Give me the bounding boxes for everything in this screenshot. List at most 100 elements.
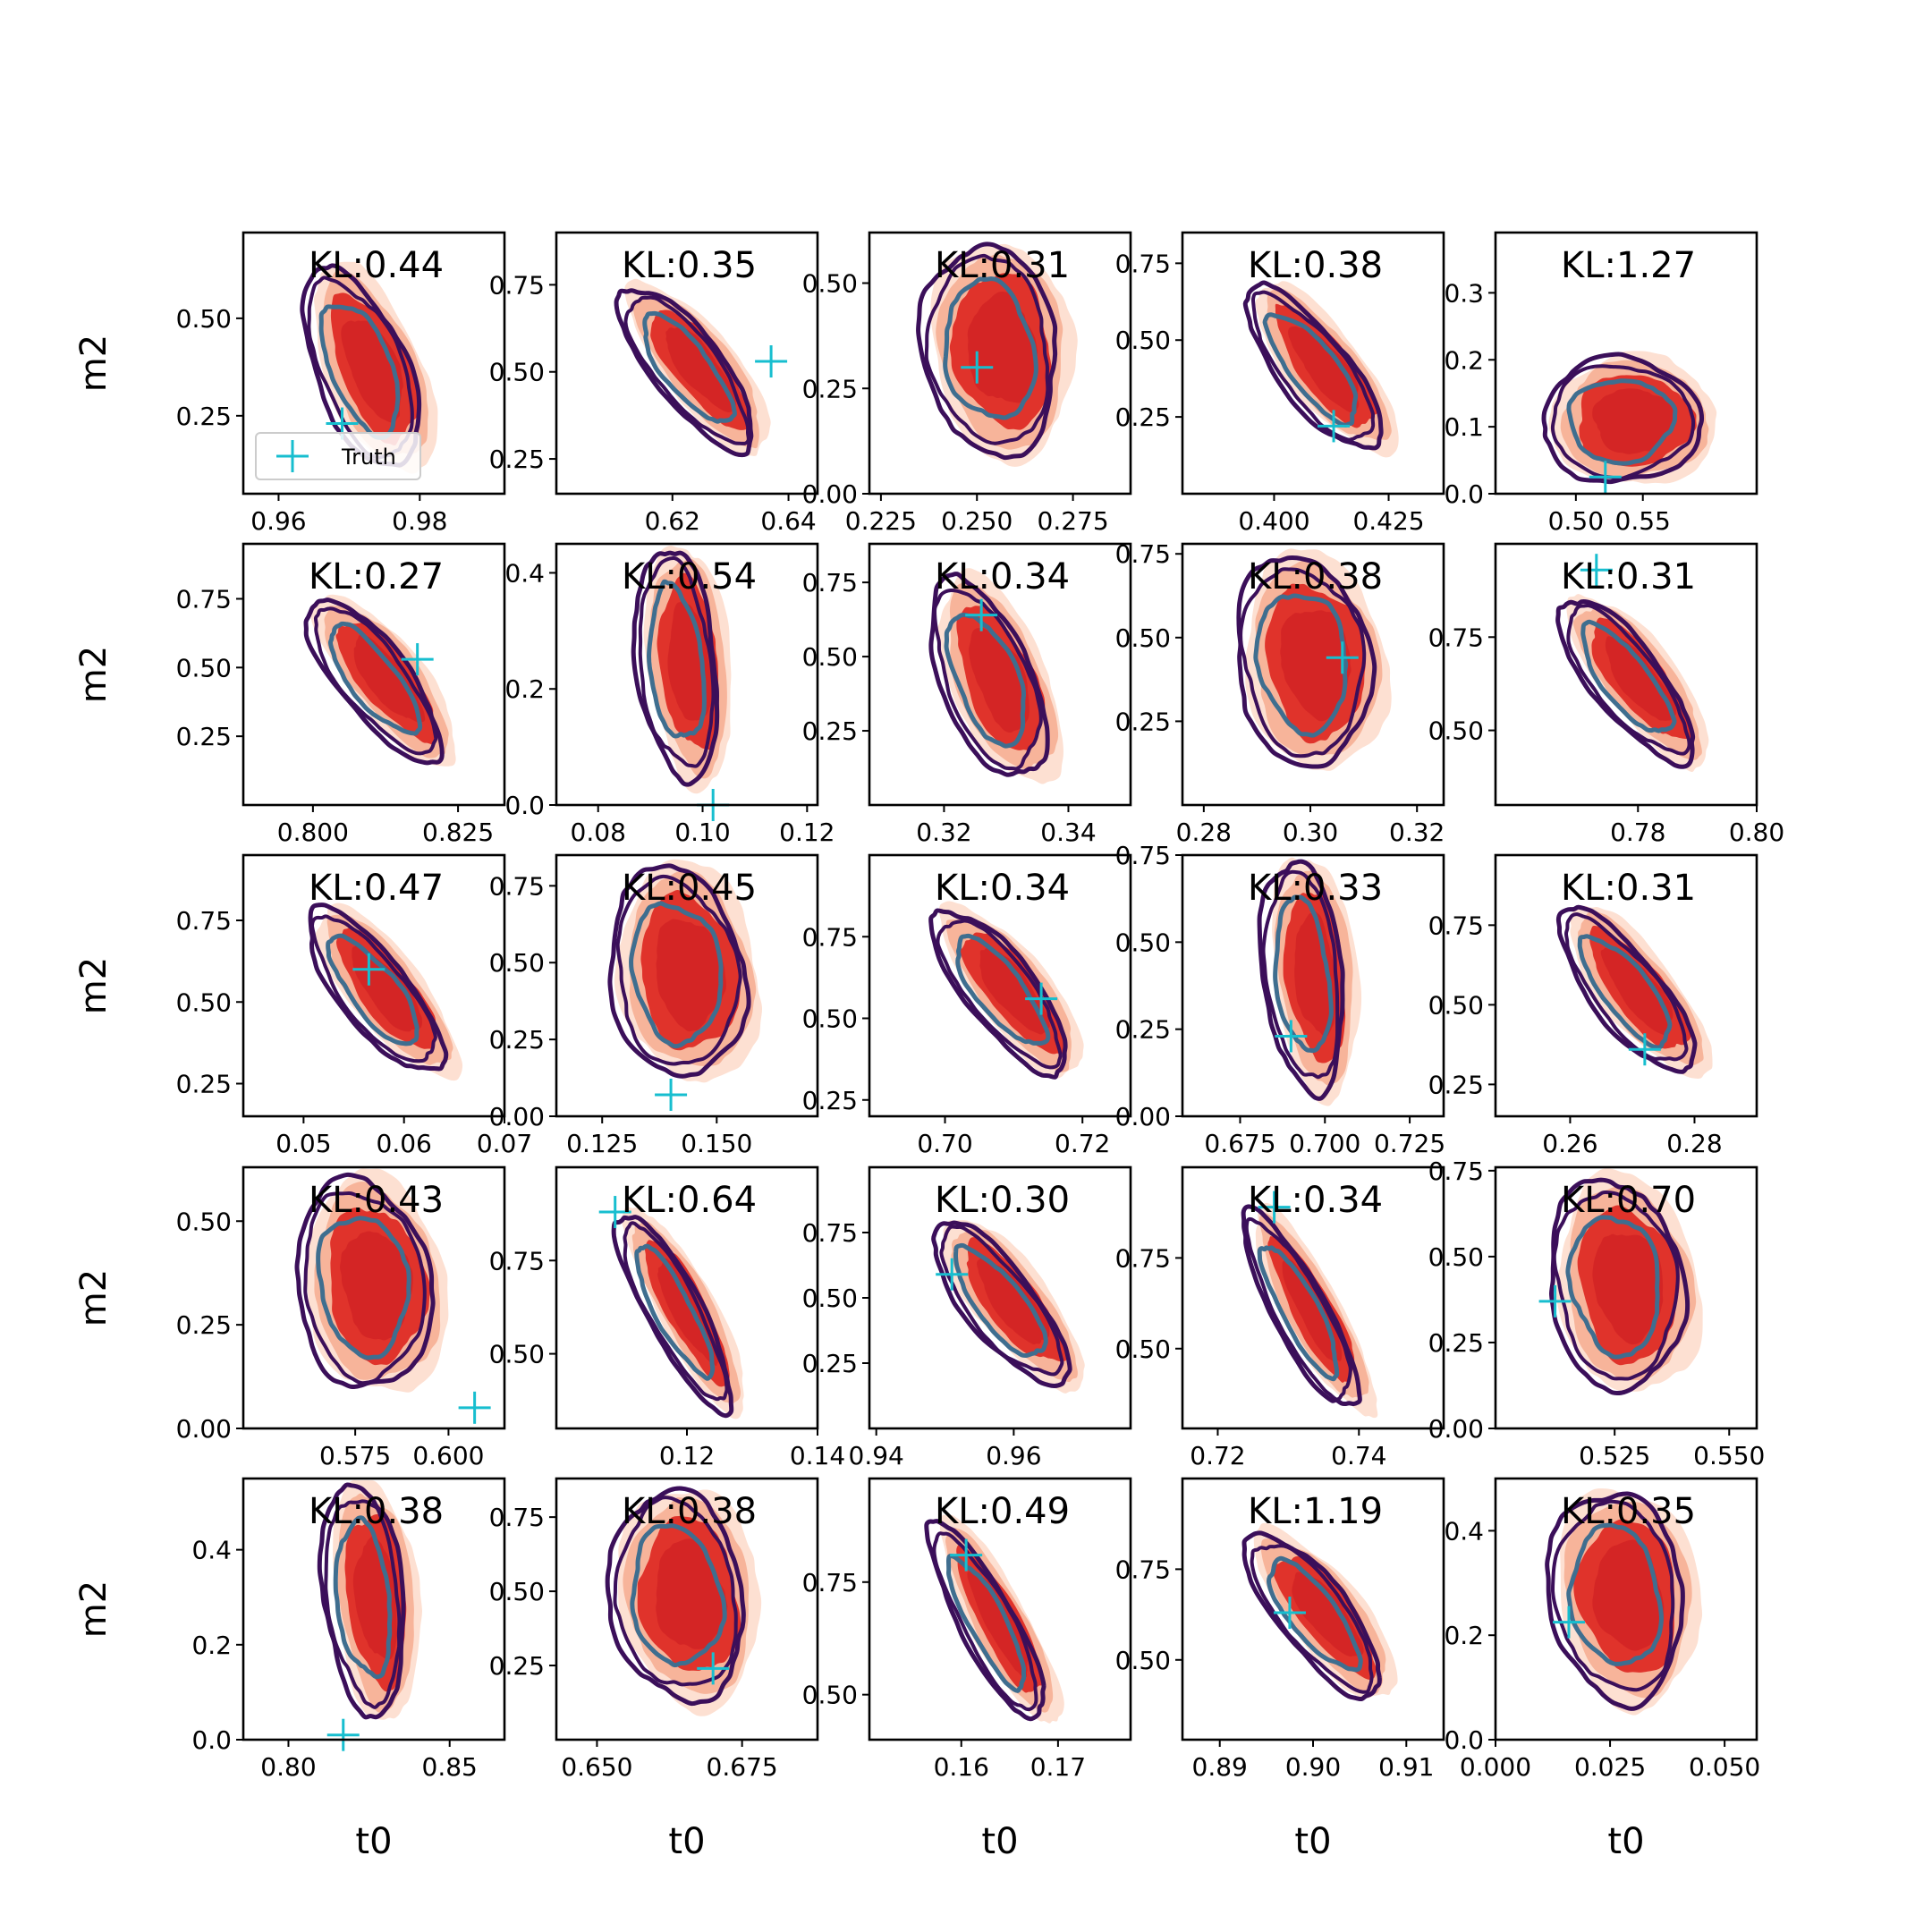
y-tick-label: 0.50 [1428, 1242, 1484, 1272]
kl-annotation: KL:0.38 [1248, 556, 1383, 597]
y-tick-label: 0.50 [802, 1004, 858, 1034]
x-axis-label-col-5: t0 [1607, 1821, 1644, 1862]
x-tick-label: 0.32 [1389, 818, 1445, 847]
y-axis-label-row-5: m2 [73, 1580, 114, 1638]
contour-inner [953, 1242, 1048, 1359]
y-tick-label: 0.4 [191, 1536, 232, 1565]
kl-annotation: KL:0.43 [309, 1180, 444, 1221]
x-tick-label: 0.17 [1030, 1752, 1086, 1782]
contour-outer [607, 863, 751, 1079]
kde-density [1555, 904, 1713, 1079]
y-tick-label: 0.50 [489, 358, 545, 387]
x-tick-label: 0.675 [1204, 1129, 1275, 1158]
truth-marker [1552, 1606, 1585, 1639]
contour-outer [1242, 280, 1384, 451]
y-tick-label: 0.25 [176, 402, 232, 431]
contour-outer [1257, 859, 1345, 1101]
panel-r5-c3: 0.16 0.17 0.50 0.75 KL:0.49 [802, 1477, 1132, 1782]
kl-annotation: KL:0.38 [309, 1491, 444, 1532]
x-tick-label: 0.28 [1176, 818, 1232, 847]
kl-annotation: KL:1.19 [1248, 1491, 1383, 1532]
x-tick-label: 0.90 [1285, 1752, 1341, 1782]
x-tick-label: 0.250 [941, 506, 1013, 536]
kde-density [614, 278, 771, 458]
y-axis-label-row-4: m2 [73, 1269, 114, 1326]
x-tick-label: 0.64 [760, 506, 816, 536]
truth-marker [697, 1652, 730, 1685]
kde-fill-level-4 [969, 627, 1030, 733]
kl-annotation: KL:0.34 [935, 868, 1070, 909]
truth-marker [1580, 554, 1613, 587]
y-tick-label: 0.75 [489, 1503, 545, 1532]
kl-annotation: KL:0.31 [935, 245, 1070, 286]
y-tick-label: 0.75 [176, 906, 232, 936]
x-tick-label: 0.34 [1040, 818, 1096, 847]
x-tick-label: 0.025 [1574, 1752, 1646, 1782]
truth-marker [950, 1538, 983, 1572]
kl-annotation: KL:0.45 [622, 868, 757, 909]
contour-middle [613, 1496, 738, 1687]
x-tick-label: 0.72 [1190, 1441, 1245, 1470]
y-tick-label: 0.75 [1115, 539, 1171, 569]
x-tick-label: 0.07 [477, 1129, 532, 1158]
y-tick-label: 0.75 [176, 584, 232, 614]
y-tick-label: 0.4 [504, 558, 545, 588]
x-tick-label: 0.32 [916, 818, 971, 847]
y-tick-label: 0.75 [1428, 623, 1484, 652]
y-tick-label: 0.25 [802, 716, 858, 746]
contour-inner [1266, 1555, 1363, 1673]
kde-fill-level-4 [1280, 610, 1352, 722]
x-tick-label: 0.28 [1666, 1129, 1722, 1158]
kde-density [605, 1486, 762, 1716]
y-tick-label: 0.25 [1115, 402, 1171, 432]
panel-r3-c5: 0.26 0.28 0.25 0.50 0.75 KL:0.31 [1428, 853, 1758, 1158]
kde-density [1541, 351, 1717, 485]
panel-frame [1181, 1165, 1445, 1430]
kde-density [611, 1207, 744, 1419]
y-tick-label: 0.50 [802, 1681, 858, 1710]
x-tick-label: 0.80 [1729, 818, 1784, 847]
x-tick-label: 0.06 [377, 1129, 432, 1158]
truth-marker [1273, 1597, 1306, 1630]
panel-frame [1494, 1165, 1758, 1430]
panel-r1-c2: 0.62 0.64 0.25 0.50 0.75 KL:0.35 [489, 231, 819, 536]
y-tick-label: 0.75 [802, 568, 858, 597]
contour-middle [924, 253, 1050, 445]
panel-r4-c5: 0.525 0.550 0.00 0.25 0.50 0.75 KL:0.70 [1428, 1157, 1766, 1470]
y-tick-label: 0.25 [802, 374, 858, 403]
panel-r5-c1: 0.80 0.85 0.0 0.2 0.4 KL:0.38 [191, 1477, 506, 1782]
x-tick-label: 0.050 [1689, 1752, 1760, 1782]
contour-inner [944, 612, 1027, 749]
panel-frame [1181, 231, 1445, 496]
kde-fill-level-4 [1292, 1572, 1364, 1657]
x-tick-label: 0.525 [1579, 1441, 1650, 1470]
kl-annotation: KL:0.34 [1248, 1180, 1383, 1221]
x-tick-label: 0.550 [1693, 1441, 1765, 1470]
kl-annotation: KL:0.38 [622, 1491, 757, 1532]
x-tick-label: 0.14 [790, 1441, 845, 1470]
contour-outer [1541, 352, 1705, 485]
x-tick-label: 0.125 [566, 1129, 638, 1158]
truth-marker [352, 953, 386, 986]
kde-density [1236, 548, 1392, 771]
x-tick-label: 0.05 [275, 1129, 331, 1158]
contour-inner [1566, 1522, 1665, 1666]
legend-label: Truth [341, 445, 396, 470]
contour-outer [928, 908, 1068, 1080]
x-tick-label: 0.700 [1289, 1129, 1360, 1158]
truth-marker [1326, 641, 1359, 674]
panel-r2-c4: 0.28 0.30 0.32 0.25 0.50 0.75 KL:0.38 [1115, 539, 1445, 847]
contour-outer [317, 1482, 406, 1720]
legend-box [255, 432, 421, 480]
truth-marker [755, 345, 788, 378]
panel-frame [555, 542, 819, 807]
y-tick-label: 0.50 [176, 1207, 232, 1236]
x-tick-label: 0.55 [1615, 506, 1671, 536]
contour-middle [1566, 603, 1691, 756]
x-tick-label: 0.80 [260, 1752, 316, 1782]
y-tick-label: 0.25 [489, 445, 545, 474]
panel-frame [1494, 853, 1758, 1118]
contour-outer [605, 1486, 746, 1707]
kde-density [607, 859, 763, 1083]
x-axis-labels: t0 t0 t0 t0 t0 [355, 1821, 1644, 1862]
